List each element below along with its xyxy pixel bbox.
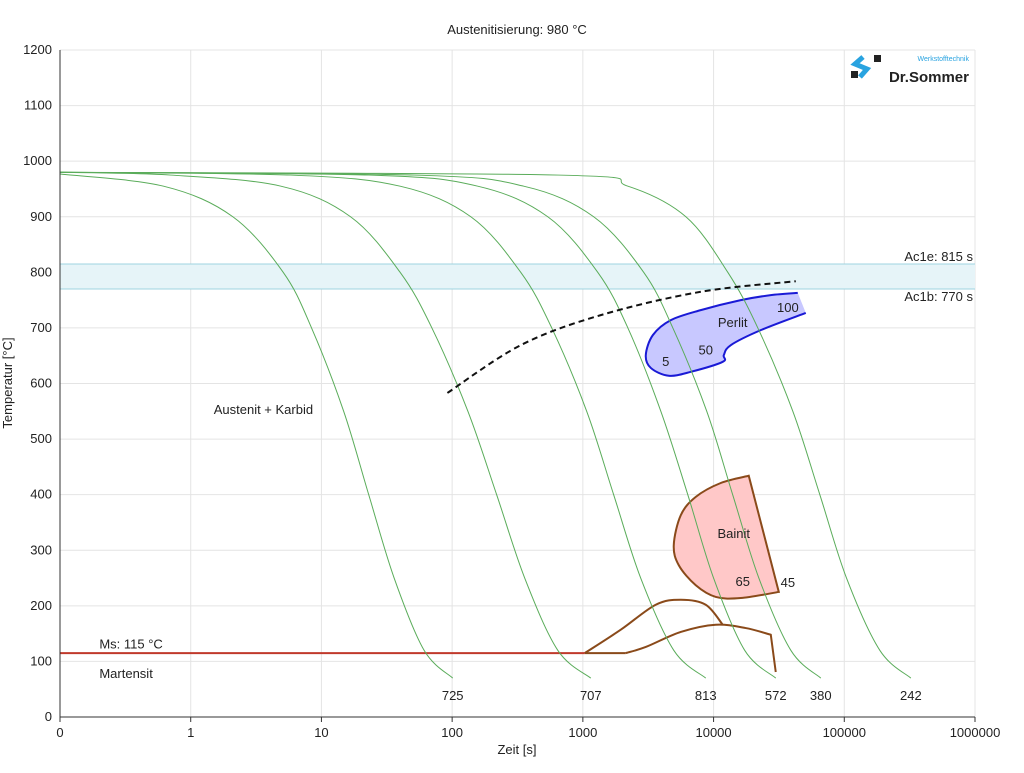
bainit-label: Bainit bbox=[718, 526, 751, 541]
transformation-regions bbox=[60, 291, 807, 673]
logo-square-1 bbox=[851, 71, 858, 78]
cooling-curve-hardness-label: 242 bbox=[900, 688, 922, 703]
logo-square-2 bbox=[874, 55, 881, 62]
cooling-curve-hardness-label: 707 bbox=[580, 688, 602, 703]
cooling-curve-572 bbox=[59, 171, 777, 679]
perlit-label: Perlit bbox=[718, 315, 748, 330]
ms-label: Ms: 115 °C bbox=[99, 637, 162, 652]
y-tick-label: 400 bbox=[30, 487, 52, 502]
chart-title: Austenitisierung: 980 °C bbox=[447, 22, 587, 37]
perlit-percent-label: 5 bbox=[662, 354, 669, 369]
y-tick-label: 0 bbox=[45, 709, 52, 724]
x-tick-label: 10000 bbox=[695, 725, 731, 740]
cooling-curve-hardness-label: 572 bbox=[765, 688, 787, 703]
cooling-curve-707 bbox=[59, 171, 592, 679]
x-tick-label: 100 bbox=[441, 725, 463, 740]
phase-annotation: Austenit + Karbid bbox=[214, 402, 313, 417]
x-tick-label: 1000 bbox=[568, 725, 597, 740]
bainit-percent-label: 65 bbox=[735, 574, 749, 589]
cooling-curve-hardness-label: 380 bbox=[810, 688, 832, 703]
cooling-curve-813 bbox=[59, 171, 707, 679]
logo-s-mark bbox=[850, 55, 872, 79]
logo-subtitle: Werkstofftechnik bbox=[918, 56, 970, 63]
annotations: Ac1e: 815 s Ac1b: 770 s 725 707 813 572 380 242… bbox=[99, 249, 973, 703]
cooling-curves bbox=[59, 171, 912, 679]
bainit-lower-curve bbox=[625, 623, 777, 673]
y-axis-label: Temperatur [°C] bbox=[0, 337, 15, 428]
ac-band bbox=[60, 263, 975, 290]
dr-sommer-logo: Werkstofftechnik Dr.Sommer bbox=[850, 55, 970, 86]
x-tick-label: 1 bbox=[187, 725, 194, 740]
y-tick-label: 1200 bbox=[23, 42, 52, 57]
y-tick-label: 900 bbox=[30, 209, 52, 224]
y-tick-label: 200 bbox=[30, 598, 52, 613]
phase-annotation: Martensit bbox=[99, 666, 153, 681]
y-tick-label: 800 bbox=[30, 264, 52, 279]
x-axis-label: Zeit [s] bbox=[497, 742, 536, 757]
perlit-region-fill bbox=[645, 292, 806, 376]
grid bbox=[59, 49, 976, 718]
x-tick-label: 10 bbox=[314, 725, 328, 740]
ac1b-label: Ac1b: 770 s bbox=[904, 289, 973, 304]
logo-text: Dr.Sommer bbox=[889, 69, 969, 86]
y-tick-label: 300 bbox=[30, 542, 52, 557]
axes: 0100200300400500600700800900100011001200… bbox=[23, 42, 1000, 740]
x-tick-label: 1000000 bbox=[950, 725, 1001, 740]
ac1e-label: Ac1e: 815 s bbox=[904, 249, 973, 264]
cooling-curve-hardness-label: 725 bbox=[442, 688, 464, 703]
dashed-line bbox=[446, 280, 796, 394]
perlit-region-outline bbox=[644, 291, 807, 377]
bainit-region bbox=[672, 474, 781, 600]
cooling-curve-242 bbox=[59, 171, 912, 679]
y-tick-label: 100 bbox=[30, 653, 52, 668]
y-tick-label: 500 bbox=[30, 431, 52, 446]
x-tick-label: 0 bbox=[56, 725, 63, 740]
cooling-curve-hardness-label: 813 bbox=[695, 688, 717, 703]
cooling-curve-725 bbox=[59, 173, 454, 679]
y-tick-label: 1100 bbox=[24, 98, 52, 113]
bainit-percent-label: 45 bbox=[781, 575, 795, 590]
y-tick-label: 1000 bbox=[23, 153, 52, 168]
cooling-curve-380 bbox=[59, 171, 822, 679]
y-tick-label: 700 bbox=[30, 320, 52, 335]
x-tick-label: 100000 bbox=[823, 725, 866, 740]
y-tick-label: 600 bbox=[30, 376, 52, 391]
perlit-percent-label: 50 bbox=[698, 343, 712, 358]
bainit-upper-curve bbox=[584, 598, 724, 654]
perlit-percent-label: 100 bbox=[777, 300, 799, 315]
